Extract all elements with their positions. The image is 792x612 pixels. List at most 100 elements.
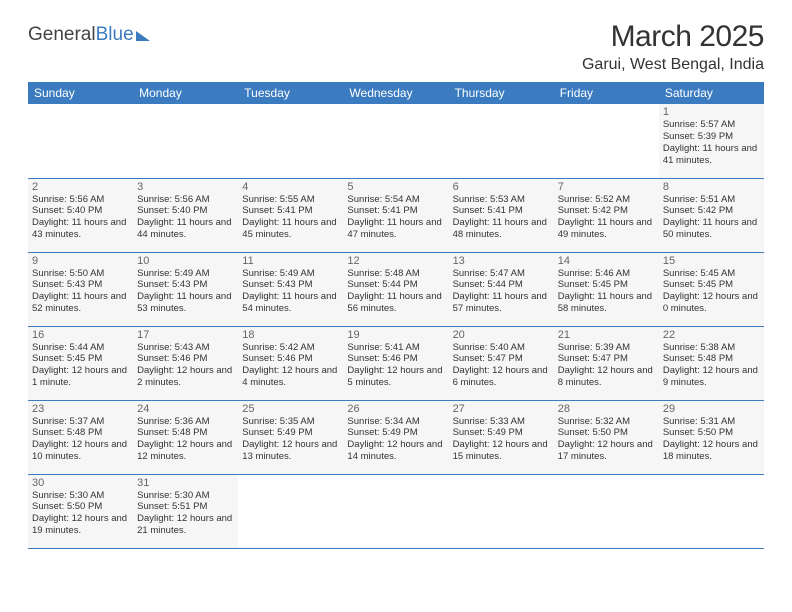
brand-text: GeneralBlue — [28, 24, 134, 46]
calendar-day: 23Sunrise: 5:37 AMSunset: 5:48 PMDayligh… — [28, 400, 133, 474]
calendar-week: 23Sunrise: 5:37 AMSunset: 5:48 PMDayligh… — [28, 400, 764, 474]
sunrise-text: Sunrise: 5:40 AM — [453, 342, 550, 354]
day-info: Sunrise: 5:46 AMSunset: 5:45 PMDaylight:… — [558, 268, 655, 316]
calendar-day: 6Sunrise: 5:53 AMSunset: 5:41 PMDaylight… — [449, 178, 554, 252]
daylight-text: Daylight: 11 hours and 47 minutes. — [347, 217, 444, 241]
day-number: 30 — [32, 477, 129, 489]
sunset-text: Sunset: 5:49 PM — [453, 427, 550, 439]
day-number: 16 — [32, 329, 129, 341]
calendar-day: 16Sunrise: 5:44 AMSunset: 5:45 PMDayligh… — [28, 326, 133, 400]
flag-icon — [136, 31, 150, 41]
sunset-text: Sunset: 5:49 PM — [347, 427, 444, 439]
calendar-empty — [28, 104, 133, 178]
calendar-day: 4Sunrise: 5:55 AMSunset: 5:41 PMDaylight… — [238, 178, 343, 252]
calendar-day: 3Sunrise: 5:56 AMSunset: 5:40 PMDaylight… — [133, 178, 238, 252]
day-number: 13 — [453, 255, 550, 267]
weekday-header: Monday — [133, 82, 238, 104]
calendar-day: 12Sunrise: 5:48 AMSunset: 5:44 PMDayligh… — [343, 252, 448, 326]
daylight-text: Daylight: 11 hours and 49 minutes. — [558, 217, 655, 241]
month-title: March 2025 — [582, 20, 764, 54]
sunset-text: Sunset: 5:50 PM — [558, 427, 655, 439]
sunrise-text: Sunrise: 5:46 AM — [558, 268, 655, 280]
sunset-text: Sunset: 5:42 PM — [558, 205, 655, 217]
daylight-text: Daylight: 12 hours and 6 minutes. — [453, 365, 550, 389]
day-info: Sunrise: 5:56 AMSunset: 5:40 PMDaylight:… — [32, 194, 129, 242]
weekday-header: Friday — [554, 82, 659, 104]
sunrise-text: Sunrise: 5:35 AM — [242, 416, 339, 428]
calendar-week: 16Sunrise: 5:44 AMSunset: 5:45 PMDayligh… — [28, 326, 764, 400]
calendar-day: 5Sunrise: 5:54 AMSunset: 5:41 PMDaylight… — [343, 178, 448, 252]
weekday-header: Sunday — [28, 82, 133, 104]
calendar-empty — [343, 474, 448, 548]
day-info: Sunrise: 5:47 AMSunset: 5:44 PMDaylight:… — [453, 268, 550, 316]
calendar-day: 7Sunrise: 5:52 AMSunset: 5:42 PMDaylight… — [554, 178, 659, 252]
calendar-day: 10Sunrise: 5:49 AMSunset: 5:43 PMDayligh… — [133, 252, 238, 326]
daylight-text: Daylight: 12 hours and 17 minutes. — [558, 439, 655, 463]
calendar-empty — [238, 104, 343, 178]
day-info: Sunrise: 5:34 AMSunset: 5:49 PMDaylight:… — [347, 416, 444, 464]
brand-part2: Blue — [96, 24, 134, 45]
calendar-day: 22Sunrise: 5:38 AMSunset: 5:48 PMDayligh… — [659, 326, 764, 400]
daylight-text: Daylight: 11 hours and 44 minutes. — [137, 217, 234, 241]
sunrise-text: Sunrise: 5:41 AM — [347, 342, 444, 354]
calendar-week: 2Sunrise: 5:56 AMSunset: 5:40 PMDaylight… — [28, 178, 764, 252]
day-info: Sunrise: 5:43 AMSunset: 5:46 PMDaylight:… — [137, 342, 234, 390]
title-block: March 2025 Garui, West Bengal, India — [582, 20, 764, 74]
weekday-header: Thursday — [449, 82, 554, 104]
day-info: Sunrise: 5:50 AMSunset: 5:43 PMDaylight:… — [32, 268, 129, 316]
calendar-day: 15Sunrise: 5:45 AMSunset: 5:45 PMDayligh… — [659, 252, 764, 326]
daylight-text: Daylight: 12 hours and 9 minutes. — [663, 365, 760, 389]
brand-part1: General — [28, 24, 96, 45]
sunrise-text: Sunrise: 5:37 AM — [32, 416, 129, 428]
calendar-day: 27Sunrise: 5:33 AMSunset: 5:49 PMDayligh… — [449, 400, 554, 474]
sunset-text: Sunset: 5:44 PM — [453, 279, 550, 291]
day-number: 2 — [32, 181, 129, 193]
daylight-text: Daylight: 12 hours and 14 minutes. — [347, 439, 444, 463]
calendar-day: 17Sunrise: 5:43 AMSunset: 5:46 PMDayligh… — [133, 326, 238, 400]
daylight-text: Daylight: 12 hours and 12 minutes. — [137, 439, 234, 463]
day-number: 8 — [663, 181, 760, 193]
day-info: Sunrise: 5:30 AMSunset: 5:51 PMDaylight:… — [137, 490, 234, 538]
calendar-empty — [554, 104, 659, 178]
day-info: Sunrise: 5:32 AMSunset: 5:50 PMDaylight:… — [558, 416, 655, 464]
calendar-day: 24Sunrise: 5:36 AMSunset: 5:48 PMDayligh… — [133, 400, 238, 474]
day-info: Sunrise: 5:48 AMSunset: 5:44 PMDaylight:… — [347, 268, 444, 316]
day-number: 7 — [558, 181, 655, 193]
sunset-text: Sunset: 5:40 PM — [137, 205, 234, 217]
brand-logo: GeneralBlue — [28, 24, 150, 46]
day-info: Sunrise: 5:51 AMSunset: 5:42 PMDaylight:… — [663, 194, 760, 242]
calendar-empty — [449, 104, 554, 178]
daylight-text: Daylight: 12 hours and 10 minutes. — [32, 439, 129, 463]
sunrise-text: Sunrise: 5:48 AM — [347, 268, 444, 280]
day-number: 24 — [137, 403, 234, 415]
day-number: 15 — [663, 255, 760, 267]
day-number: 5 — [347, 181, 444, 193]
daylight-text: Daylight: 12 hours and 19 minutes. — [32, 513, 129, 537]
sunset-text: Sunset: 5:40 PM — [32, 205, 129, 217]
day-number: 26 — [347, 403, 444, 415]
day-info: Sunrise: 5:54 AMSunset: 5:41 PMDaylight:… — [347, 194, 444, 242]
day-number: 12 — [347, 255, 444, 267]
sunrise-text: Sunrise: 5:54 AM — [347, 194, 444, 206]
sunrise-text: Sunrise: 5:45 AM — [663, 268, 760, 280]
sunset-text: Sunset: 5:48 PM — [32, 427, 129, 439]
day-number: 25 — [242, 403, 339, 415]
day-info: Sunrise: 5:52 AMSunset: 5:42 PMDaylight:… — [558, 194, 655, 242]
sunrise-text: Sunrise: 5:39 AM — [558, 342, 655, 354]
day-info: Sunrise: 5:56 AMSunset: 5:40 PMDaylight:… — [137, 194, 234, 242]
daylight-text: Daylight: 11 hours and 48 minutes. — [453, 217, 550, 241]
day-info: Sunrise: 5:44 AMSunset: 5:45 PMDaylight:… — [32, 342, 129, 390]
day-info: Sunrise: 5:40 AMSunset: 5:47 PMDaylight:… — [453, 342, 550, 390]
sunrise-text: Sunrise: 5:30 AM — [32, 490, 129, 502]
day-info: Sunrise: 5:55 AMSunset: 5:41 PMDaylight:… — [242, 194, 339, 242]
sunrise-text: Sunrise: 5:36 AM — [137, 416, 234, 428]
sunset-text: Sunset: 5:46 PM — [137, 353, 234, 365]
daylight-text: Daylight: 11 hours and 54 minutes. — [242, 291, 339, 315]
weekday-header: Wednesday — [343, 82, 448, 104]
calendar-day: 2Sunrise: 5:56 AMSunset: 5:40 PMDaylight… — [28, 178, 133, 252]
calendar-week: 9Sunrise: 5:50 AMSunset: 5:43 PMDaylight… — [28, 252, 764, 326]
location-subtitle: Garui, West Bengal, India — [582, 56, 764, 74]
day-number: 14 — [558, 255, 655, 267]
calendar-day: 28Sunrise: 5:32 AMSunset: 5:50 PMDayligh… — [554, 400, 659, 474]
day-number: 10 — [137, 255, 234, 267]
